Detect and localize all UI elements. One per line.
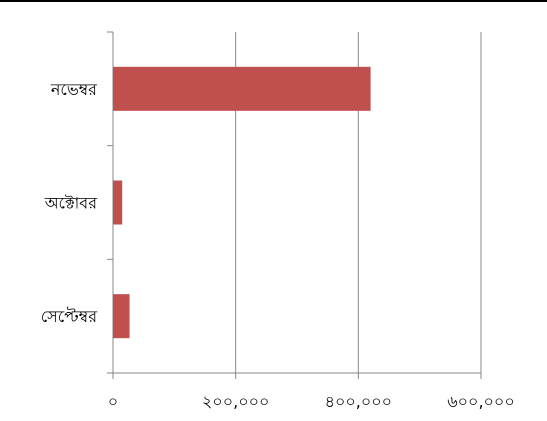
x-tick-label: ৪০০,০০০	[325, 392, 392, 411]
bar	[113, 294, 130, 339]
y-tick-label: অক্টোবর	[44, 194, 98, 213]
bar	[113, 180, 123, 225]
bar	[113, 66, 371, 111]
x-tick-label: ২০০,০০০	[202, 392, 270, 411]
x-tick-label: ০	[108, 392, 118, 411]
x-tick-label: ৬০০,০০০	[447, 392, 515, 411]
y-tick-label: নভেম্বর	[50, 80, 98, 99]
y-tick-label: সেপ্টেম্বর	[41, 307, 99, 326]
top-border-line	[0, 0, 547, 2]
